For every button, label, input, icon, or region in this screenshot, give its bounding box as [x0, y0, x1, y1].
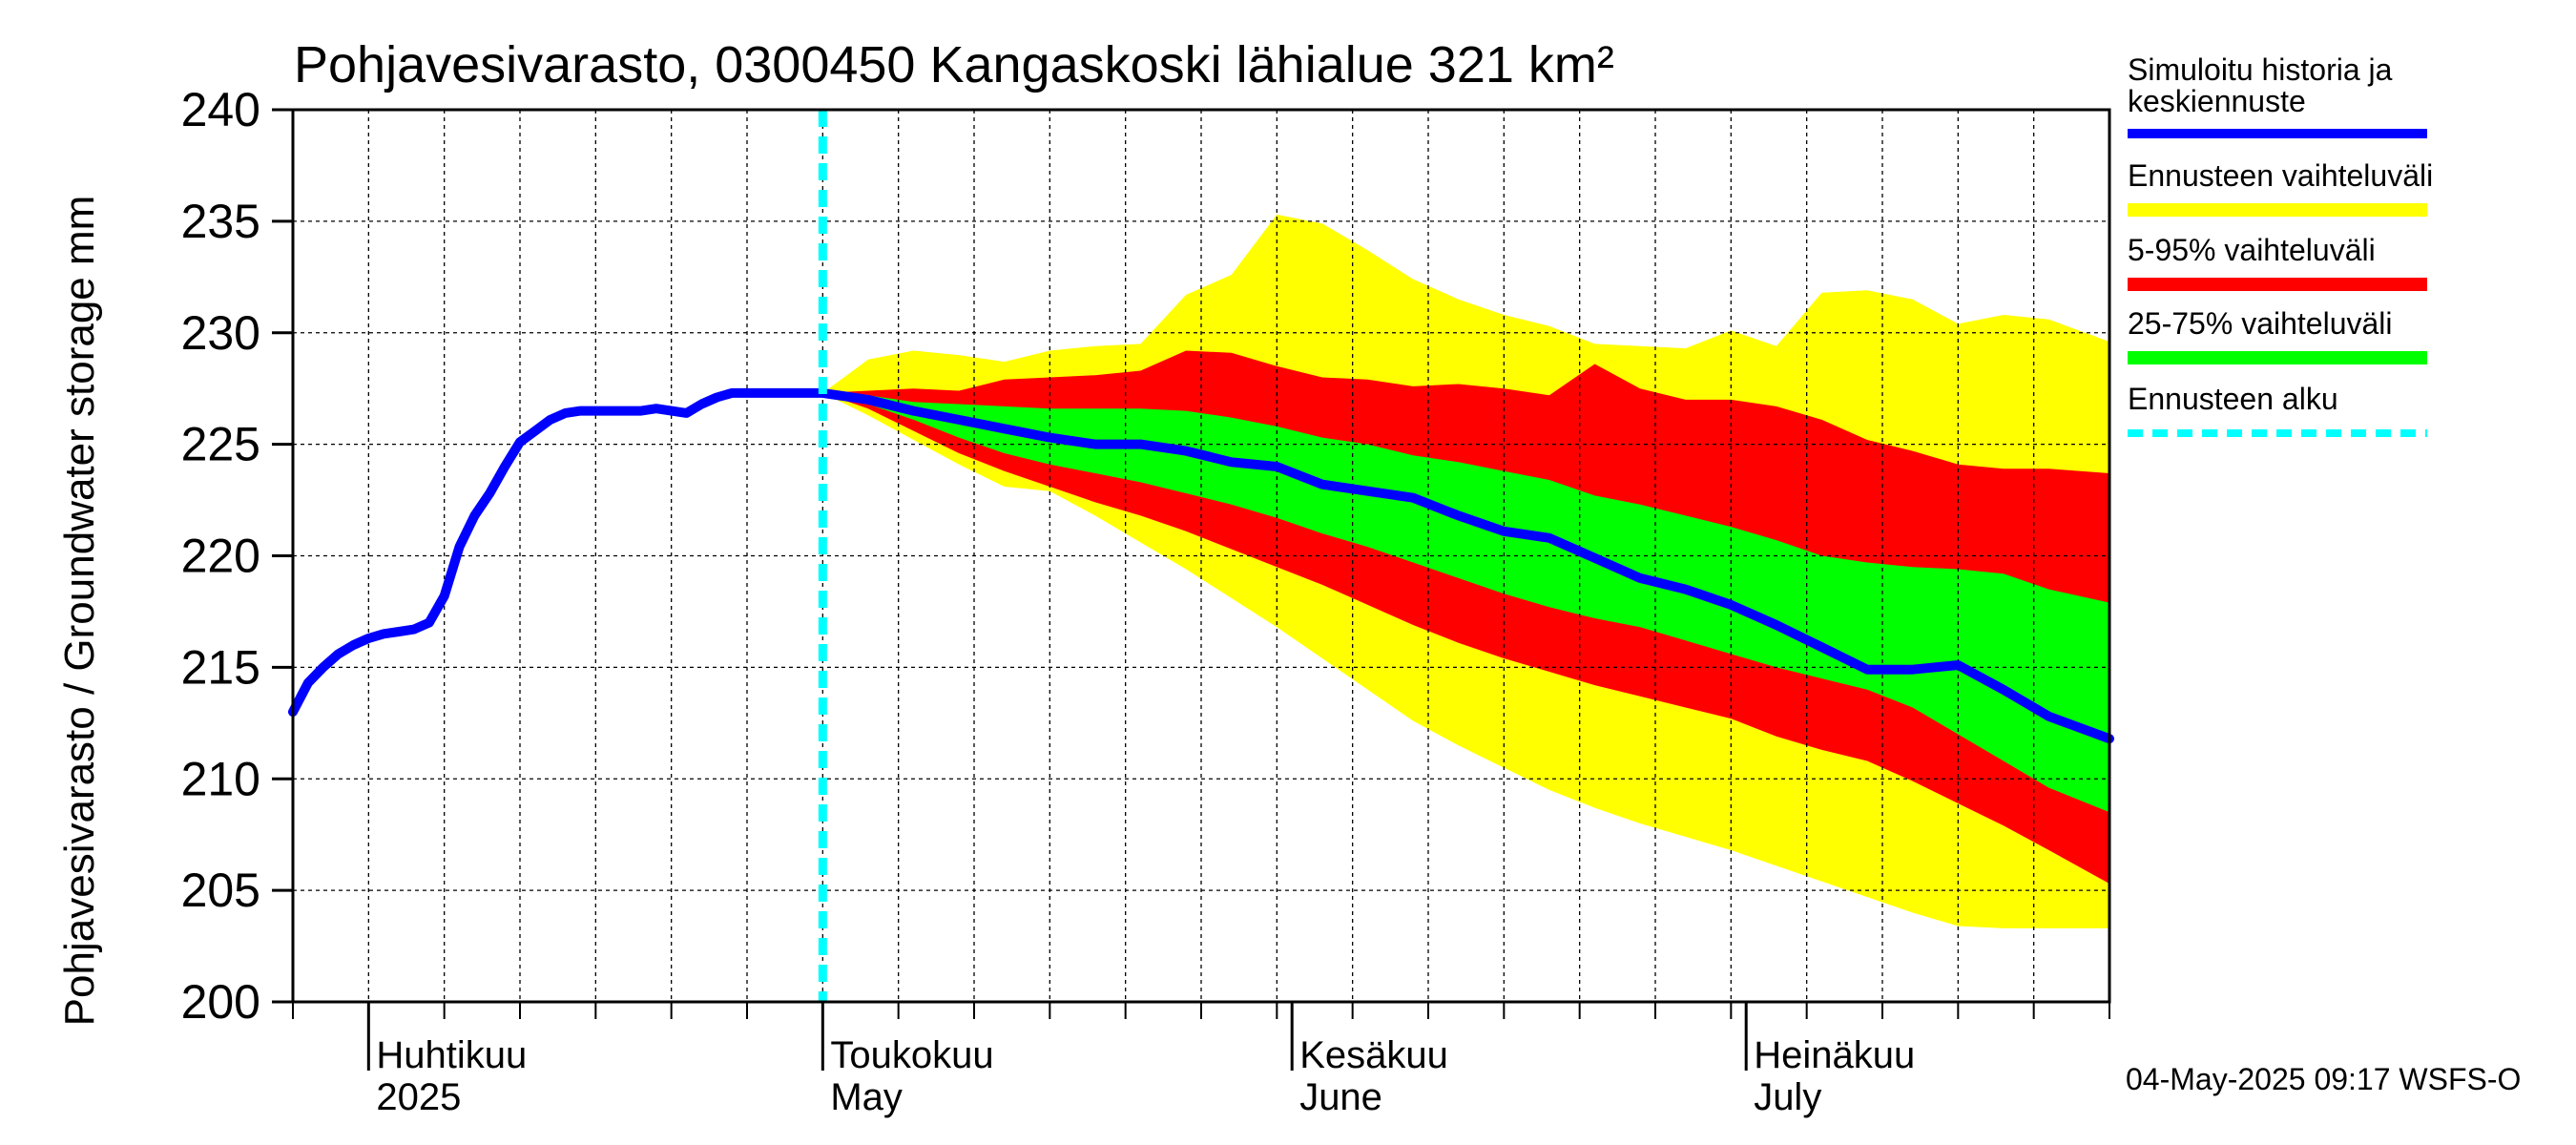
legend: Simuloitu historia ja keskiennuste Ennus… [2128, 52, 2433, 437]
y-tick-label: 225 [181, 418, 260, 471]
legend-label-simulated-line1: Simuloitu historia ja [2128, 52, 2393, 87]
x-month-sublabel: June [1299, 1076, 1382, 1118]
legend-label-forecast-start: Ennusteen alku [2128, 382, 2338, 416]
y-tick-label: 240 [181, 83, 260, 136]
y-tick-label: 210 [181, 752, 260, 805]
x-month-sublabel: July [1754, 1076, 1821, 1118]
y-tick-label: 235 [181, 195, 260, 248]
legend-label-range: Ennusteen vaihteluväli [2128, 158, 2433, 193]
legend-label-simulated-line2: keskiennuste [2128, 84, 2306, 118]
line-simulated-mean [288, 387, 2114, 744]
x-month-label: Heinäkuu [1754, 1034, 1915, 1076]
band-25-75 [822, 392, 2109, 813]
x-month-label: Kesäkuu [1299, 1034, 1448, 1076]
chart-title: Pohjavesivarasto, 0300450 Kangaskoski lä… [294, 36, 1614, 94]
y-tick-label: 215 [181, 640, 260, 694]
legend-label-5-95: 5-95% vaihteluväli [2128, 233, 2376, 267]
timestamp-footer: 04-May-2025 09:17 WSFS-O [2126, 1062, 2521, 1096]
x-month-sublabel: 2025 [376, 1076, 461, 1118]
y-tick-label: 220 [181, 530, 260, 583]
x-month-label: Huhtikuu [376, 1034, 527, 1076]
plot-area [288, 109, 2114, 1002]
legend-label-25-75: 25-75% vaihteluväli [2128, 306, 2393, 341]
x-month-sublabel: May [830, 1076, 903, 1118]
band-5-95 [822, 350, 2109, 885]
y-tick-label: 230 [181, 306, 260, 360]
y-tick-label: 200 [181, 975, 260, 1029]
y-tick-label: 205 [181, 864, 260, 917]
x-month-label: Toukokuu [830, 1034, 993, 1076]
y-axis-label: Pohjavesivarasto / Groundwater storage m… [56, 196, 103, 1027]
